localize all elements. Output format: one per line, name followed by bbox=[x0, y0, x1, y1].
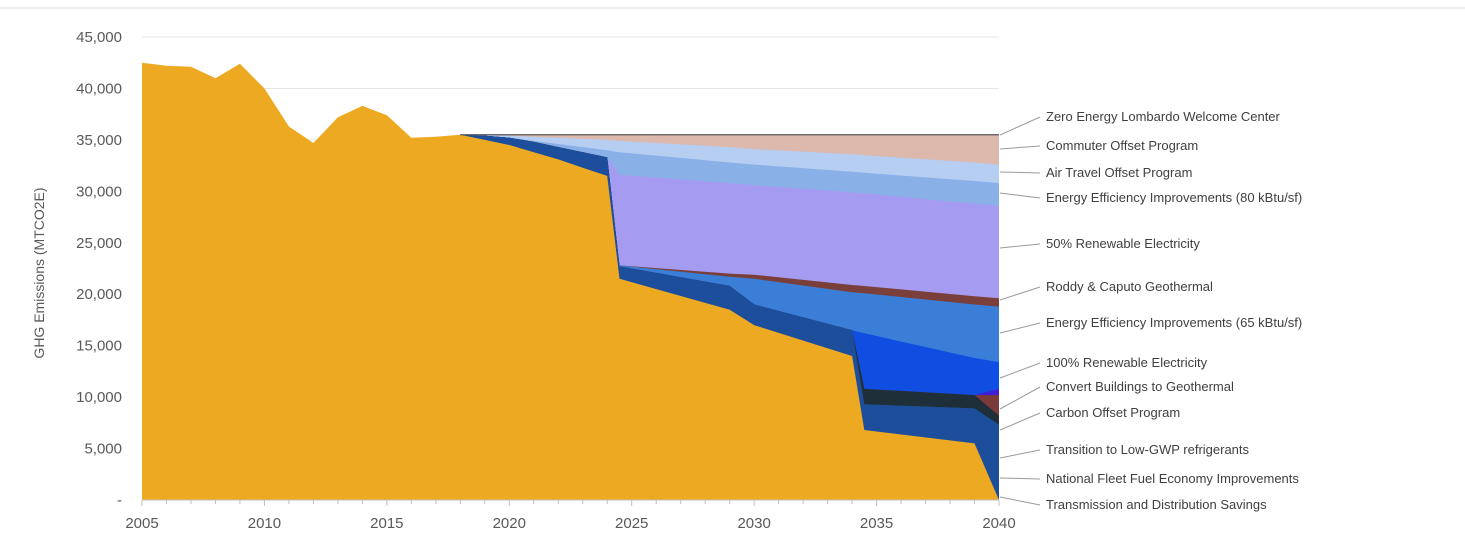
legend-label: 50% Renewable Electricity bbox=[1046, 236, 1200, 251]
legend-label: Transition to Low-GWP refrigerants bbox=[1046, 442, 1250, 457]
y-tick-label: 5,000 bbox=[84, 441, 122, 458]
y-tick-label: 40,000 bbox=[76, 80, 122, 97]
x-tick-label: 2020 bbox=[493, 515, 526, 532]
legend-label: National Fleet Fuel Economy Improvements bbox=[1046, 471, 1299, 486]
x-tick-label: 2030 bbox=[737, 515, 770, 532]
x-tick-label: 2015 bbox=[370, 515, 403, 532]
legend-leader-line bbox=[999, 145, 1041, 150]
legend-leader-line bbox=[999, 192, 1041, 199]
y-tick-label: 30,000 bbox=[76, 183, 122, 200]
y-axis-label: GHG Emissions (MTCO2E) bbox=[31, 187, 47, 358]
legend-label: 100% Renewable Electricity bbox=[1046, 355, 1208, 370]
legend-label: Commuter Offset Program bbox=[1046, 138, 1198, 153]
stacked-areas bbox=[142, 62, 999, 500]
x-tick-label: 2025 bbox=[615, 515, 648, 532]
y-tick-label: 35,000 bbox=[76, 132, 122, 149]
x-tick-label: 2010 bbox=[248, 515, 281, 532]
legend-leader-line bbox=[999, 449, 1041, 459]
y-tick-label: 10,000 bbox=[76, 389, 122, 406]
area-baseline bbox=[142, 62, 999, 500]
legend-leader-line bbox=[999, 412, 1041, 431]
legend-label: Energy Efficiency Improvements (80 kBtu/… bbox=[1046, 190, 1302, 205]
y-tick-label: 45,000 bbox=[76, 29, 122, 46]
legend-leader-line bbox=[999, 116, 1041, 136]
y-tick-label: 20,000 bbox=[76, 286, 122, 303]
x-tick-label: 2035 bbox=[860, 515, 893, 532]
legend-label: Air Travel Offset Program bbox=[1046, 165, 1192, 180]
y-tick-label: 25,000 bbox=[76, 235, 122, 252]
y-tick-label: - bbox=[117, 492, 122, 509]
x-axis-ticks: 2005 2010 2015 2020 2025 2030 2035 2040 bbox=[125, 499, 1016, 532]
y-tick-label: 15,000 bbox=[76, 338, 122, 355]
legend-leader-line bbox=[999, 496, 1041, 506]
legend-leader-line bbox=[999, 362, 1041, 379]
legend-label: Energy Efficiency Improvements (65 kBtu/… bbox=[1046, 315, 1302, 330]
x-tick-label: 2005 bbox=[125, 515, 158, 532]
legend-label: Convert Buildings to Geothermal bbox=[1046, 379, 1234, 394]
legend-label: Transmission and Distribution Savings bbox=[1046, 497, 1267, 512]
legend-leader-line bbox=[999, 386, 1041, 410]
legend-leader-line bbox=[999, 171, 1041, 174]
x-tick-label: 2040 bbox=[982, 515, 1015, 532]
legend-leader-line bbox=[999, 322, 1041, 334]
y-axis-ticks: 45,000 40,000 35,000 30,000 25,000 20,000 15,0… bbox=[76, 29, 122, 509]
legend-leader-line bbox=[999, 477, 1041, 480]
legend-label: Carbon Offset Program bbox=[1046, 405, 1180, 420]
legend-leader-line bbox=[999, 286, 1041, 301]
legend-label: Zero Energy Lombardo Welcome Center bbox=[1046, 109, 1281, 124]
legend-label: Roddy & Caputo Geothermal bbox=[1046, 279, 1213, 294]
legend-leader-line bbox=[999, 243, 1041, 249]
legend: Zero Energy Lombardo Welcome Center Commu… bbox=[999, 109, 1302, 512]
